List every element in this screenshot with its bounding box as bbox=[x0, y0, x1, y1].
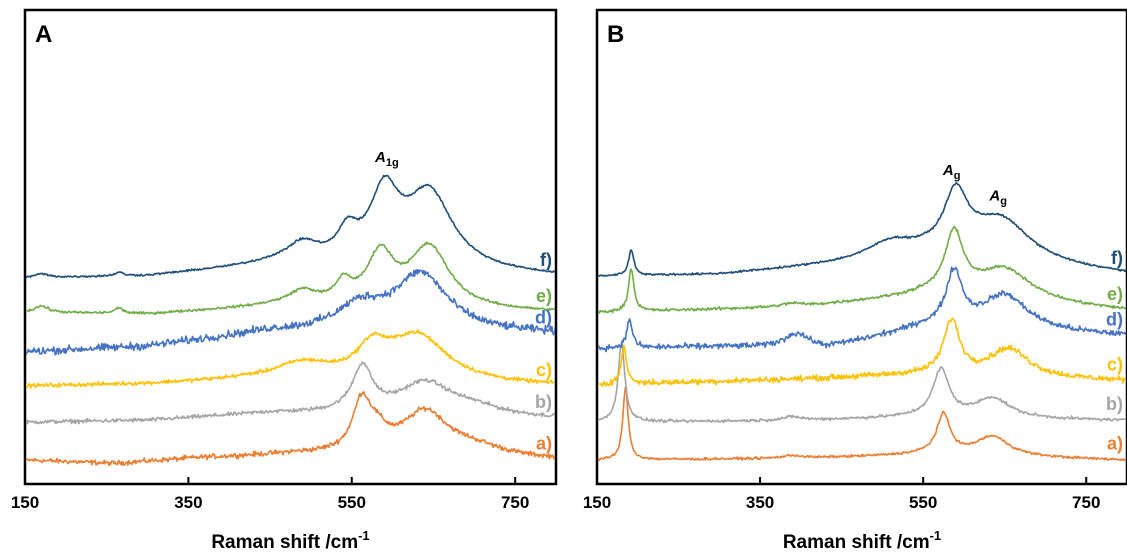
series-label: a) bbox=[1107, 434, 1123, 454]
x-tick-label: 750 bbox=[501, 493, 529, 512]
x-tick-label: 150 bbox=[583, 493, 611, 512]
series-label: b) bbox=[1106, 394, 1123, 414]
x-tick-label: 150 bbox=[11, 493, 39, 512]
series-label: d) bbox=[535, 308, 552, 328]
series-line-c bbox=[26, 329, 555, 389]
series-line-d bbox=[26, 269, 555, 356]
series-label: c) bbox=[536, 360, 552, 380]
series-label: a) bbox=[536, 434, 552, 454]
x-axis-label: Raman shift /cm-1 bbox=[211, 528, 369, 553]
traces bbox=[598, 182, 1126, 462]
panel-b: B 150 350 550 750 Raman shift /cm-1 a) b) c) d) e)… bbox=[583, 8, 1127, 553]
series-label: e) bbox=[1107, 284, 1123, 304]
x-tick-label: 350 bbox=[174, 493, 202, 512]
panel-label: A bbox=[35, 21, 52, 48]
x-tick-label: 350 bbox=[746, 493, 774, 512]
series-line-a bbox=[26, 391, 555, 467]
x-tick-label: 550 bbox=[338, 493, 366, 512]
series-line-f bbox=[26, 174, 555, 279]
series-label: b) bbox=[535, 392, 552, 412]
peak-annotation: Ag bbox=[988, 187, 1007, 207]
series-label: d) bbox=[1106, 309, 1123, 329]
series-line-d bbox=[598, 266, 1126, 353]
series-line-e bbox=[598, 225, 1126, 314]
peak-annotation: Ag bbox=[942, 162, 961, 182]
series-line-c bbox=[598, 317, 1126, 387]
x-tick-label: 550 bbox=[909, 493, 937, 512]
series-label: f) bbox=[1111, 248, 1123, 268]
series-label: f) bbox=[540, 250, 552, 270]
series-line-b bbox=[26, 361, 555, 425]
traces bbox=[26, 174, 555, 467]
x-tick-label: 750 bbox=[1072, 493, 1100, 512]
series-line-a bbox=[598, 386, 1126, 462]
series-label: e) bbox=[536, 286, 552, 306]
panel-a: A 150 350 550 750 Raman shift /cm-1 a) b) c) d)e)… bbox=[11, 8, 558, 553]
plot-frame bbox=[23, 8, 558, 486]
series-label: c) bbox=[1107, 354, 1123, 374]
panel-label: B bbox=[607, 21, 624, 48]
plot-frame bbox=[595, 8, 1127, 486]
series-line-e bbox=[26, 241, 555, 316]
x-axis-label: Raman shift /cm-1 bbox=[783, 528, 941, 553]
series-line-b bbox=[598, 342, 1126, 424]
peak-annotation: A1g bbox=[374, 149, 399, 169]
series-line-f bbox=[598, 182, 1126, 277]
